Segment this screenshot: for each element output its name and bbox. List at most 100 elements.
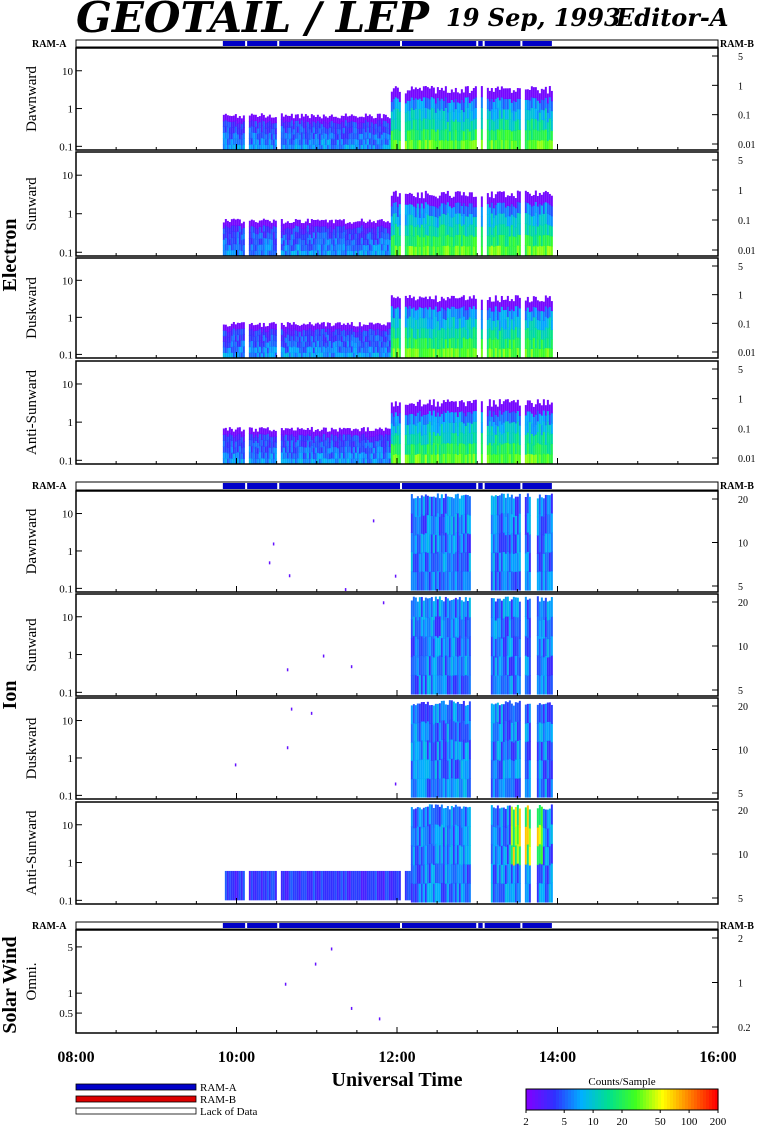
heat-cell <box>456 454 459 465</box>
heat-cell <box>410 139 413 151</box>
heat-cell <box>228 433 231 440</box>
heat-cell <box>384 427 387 435</box>
heat-cell <box>506 778 509 798</box>
heat-cell <box>256 133 259 140</box>
heat-cell <box>362 870 365 901</box>
heat-cell <box>416 883 419 903</box>
heat-cell <box>318 138 321 145</box>
heat-cell <box>550 443 553 455</box>
heat-cell <box>492 617 495 638</box>
heat-cell <box>376 435 379 442</box>
heat-cell <box>498 245 501 257</box>
heat-cell <box>306 224 309 232</box>
heat-cell <box>296 457 299 465</box>
heat-cell <box>516 108 519 120</box>
heat-cell <box>450 497 453 517</box>
heat-cell <box>280 458 283 465</box>
heat-cell <box>422 128 425 140</box>
heat-cell <box>510 318 513 330</box>
heat-cell <box>266 231 269 239</box>
heat-cell <box>468 401 471 413</box>
heat-cell <box>496 454 499 465</box>
heat-cell <box>222 144 225 151</box>
heat-cell <box>514 111 517 122</box>
heat-cell <box>302 346 305 353</box>
heat-cell <box>420 192 423 204</box>
heat-cell <box>444 513 447 533</box>
heat-cell <box>456 223 459 235</box>
heat-cell <box>544 513 547 534</box>
heat-cell <box>354 342 357 349</box>
heat-cell <box>518 454 521 465</box>
heat-cell <box>370 244 373 251</box>
heat-cell <box>460 296 463 308</box>
heat-cell <box>426 299 429 310</box>
heat-cell <box>416 571 419 591</box>
heat-cell <box>490 191 493 203</box>
heat-cell <box>480 226 483 237</box>
heat-cell <box>274 441 277 448</box>
heat-cell <box>266 326 269 332</box>
heat-cell <box>490 416 493 427</box>
heat-cell <box>446 674 449 695</box>
heat-cell <box>314 352 317 359</box>
heat-cell <box>338 219 341 227</box>
heat-cell <box>222 233 225 240</box>
heat-cell <box>504 129 507 141</box>
heat-cell <box>492 246 495 257</box>
heat-cell <box>540 534 543 554</box>
heat-cell <box>442 883 445 903</box>
heat-cell <box>346 322 349 330</box>
heat-cell <box>454 636 457 657</box>
heat-cell <box>260 352 263 359</box>
heat-cell <box>508 675 511 695</box>
heat-cell <box>474 431 477 444</box>
heat-cell <box>428 823 431 844</box>
heat-cell <box>262 138 265 145</box>
heat-cell <box>406 444 409 455</box>
heat-cell <box>430 515 433 535</box>
heat-cell <box>280 225 283 232</box>
heat-cell <box>324 249 327 257</box>
heat-cell <box>498 223 501 235</box>
heat-cell <box>444 422 447 434</box>
heat-cell <box>314 237 317 245</box>
heat-cell <box>462 443 465 455</box>
heat-cell <box>532 444 535 455</box>
heat-cell <box>240 234 243 241</box>
heat-cell <box>428 741 431 761</box>
heat-cell <box>524 414 527 426</box>
heat-cell <box>386 434 389 441</box>
heat-cell <box>428 235 431 247</box>
heat-cell <box>448 412 451 423</box>
heat-cell <box>516 245 519 257</box>
heat-cell <box>256 453 259 460</box>
heat-cell <box>300 452 303 459</box>
heat-cell <box>428 205 431 216</box>
heat-cell <box>222 222 225 229</box>
heat-cell <box>472 98 475 110</box>
heat-cell <box>496 674 499 695</box>
heat-cell <box>424 139 427 151</box>
heat-cell <box>432 845 435 865</box>
heat-cell <box>252 244 255 251</box>
heat-cell <box>222 330 225 337</box>
heat-cell <box>268 126 271 133</box>
heat-cell <box>456 512 459 533</box>
heat-cell <box>230 323 233 330</box>
heat-cell <box>422 96 425 109</box>
heat-cell <box>308 322 311 329</box>
heat-cell <box>340 335 343 342</box>
heat-cell <box>290 324 293 331</box>
heat-cell <box>442 100 445 111</box>
heat-cell <box>464 118 467 130</box>
heat-cell <box>306 457 309 465</box>
heat-cell <box>398 308 401 319</box>
heat-cell <box>498 311 501 322</box>
heat-cell <box>446 778 449 798</box>
heat-cell <box>490 454 493 465</box>
heat-cell <box>420 130 423 141</box>
heat-cell <box>530 215 533 227</box>
heat-cell <box>420 655 423 676</box>
heat-cell <box>352 452 355 459</box>
